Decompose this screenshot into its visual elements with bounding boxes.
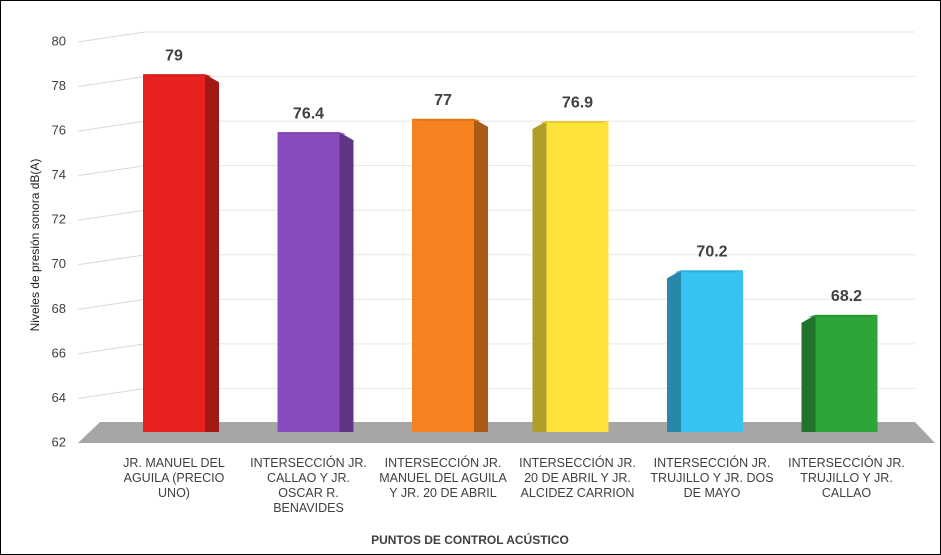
bar-side [667, 270, 681, 432]
bar-side [339, 132, 354, 432]
bar-top [143, 74, 212, 77]
bar-top [412, 118, 481, 121]
grid-line [77, 165, 146, 177]
y-tick-label: 78 [52, 78, 66, 93]
bar-top [277, 132, 347, 135]
bar-top [539, 121, 609, 124]
x-tick-label: INTERSECCIÓN JR. 20 DE ABRIL Y JR. ALCID… [519, 456, 636, 500]
bar [546, 121, 609, 433]
grid-line [77, 120, 146, 132]
data-label: 79 [165, 47, 183, 64]
bar-side [801, 314, 816, 432]
y-tick-label: 76 [52, 123, 66, 138]
grid-line [77, 343, 146, 355]
grid-line [77, 76, 146, 88]
y-tick-label: 74 [52, 167, 66, 182]
bar-top [808, 314, 878, 317]
x-tick-label: INTERSECCIÓN JR. CALLAO Y JR. OSCAR R. B… [250, 456, 367, 515]
grid-line [77, 298, 146, 310]
y-tick-label: 66 [52, 345, 66, 360]
bar [815, 314, 878, 432]
grid-line [77, 209, 146, 221]
x-tick-label: INTERSECCIÓN JR. TRUJILLO Y JR. CALLAO [788, 456, 905, 500]
data-label: 77 [434, 92, 452, 109]
x-axis-title: PUNTOS DE CONTROL ACÚSTICO [371, 532, 569, 547]
x-tick-label: JR. MANUEL DEL AGUILA (PRECIO UNO) [123, 456, 225, 500]
bar [681, 270, 743, 432]
bar [277, 132, 340, 432]
data-label: 68.2 [831, 288, 862, 305]
y-tick-label: 64 [52, 390, 66, 405]
grid-line [77, 254, 146, 266]
x-tick-label: INTERSECCIÓN JR. TRUJILLO Y JR. DOS DE M… [650, 456, 774, 500]
data-label: 76.9 [562, 94, 593, 111]
x-tick-label: INTERSECCIÓN JR. MANUEL DEL AGUILA Y JR.… [379, 456, 507, 500]
bar [143, 74, 205, 433]
y-tick-label: 80 [52, 33, 66, 48]
data-label: 76.4 [293, 105, 324, 122]
bar-top [674, 270, 743, 273]
bar-side [532, 121, 547, 433]
bar [412, 118, 474, 432]
y-tick-label: 62 [52, 434, 66, 449]
data-label: 70.2 [696, 244, 727, 261]
y-tick-label: 68 [52, 301, 66, 316]
bar-side [474, 118, 488, 432]
y-axis-title: Niveles de presión sonora dB(A) [28, 159, 42, 332]
grid-line [77, 387, 146, 399]
bar-side [205, 74, 219, 433]
y-tick-label: 70 [52, 256, 66, 271]
grid-line [77, 31, 146, 43]
y-tick-label: 72 [52, 212, 66, 227]
